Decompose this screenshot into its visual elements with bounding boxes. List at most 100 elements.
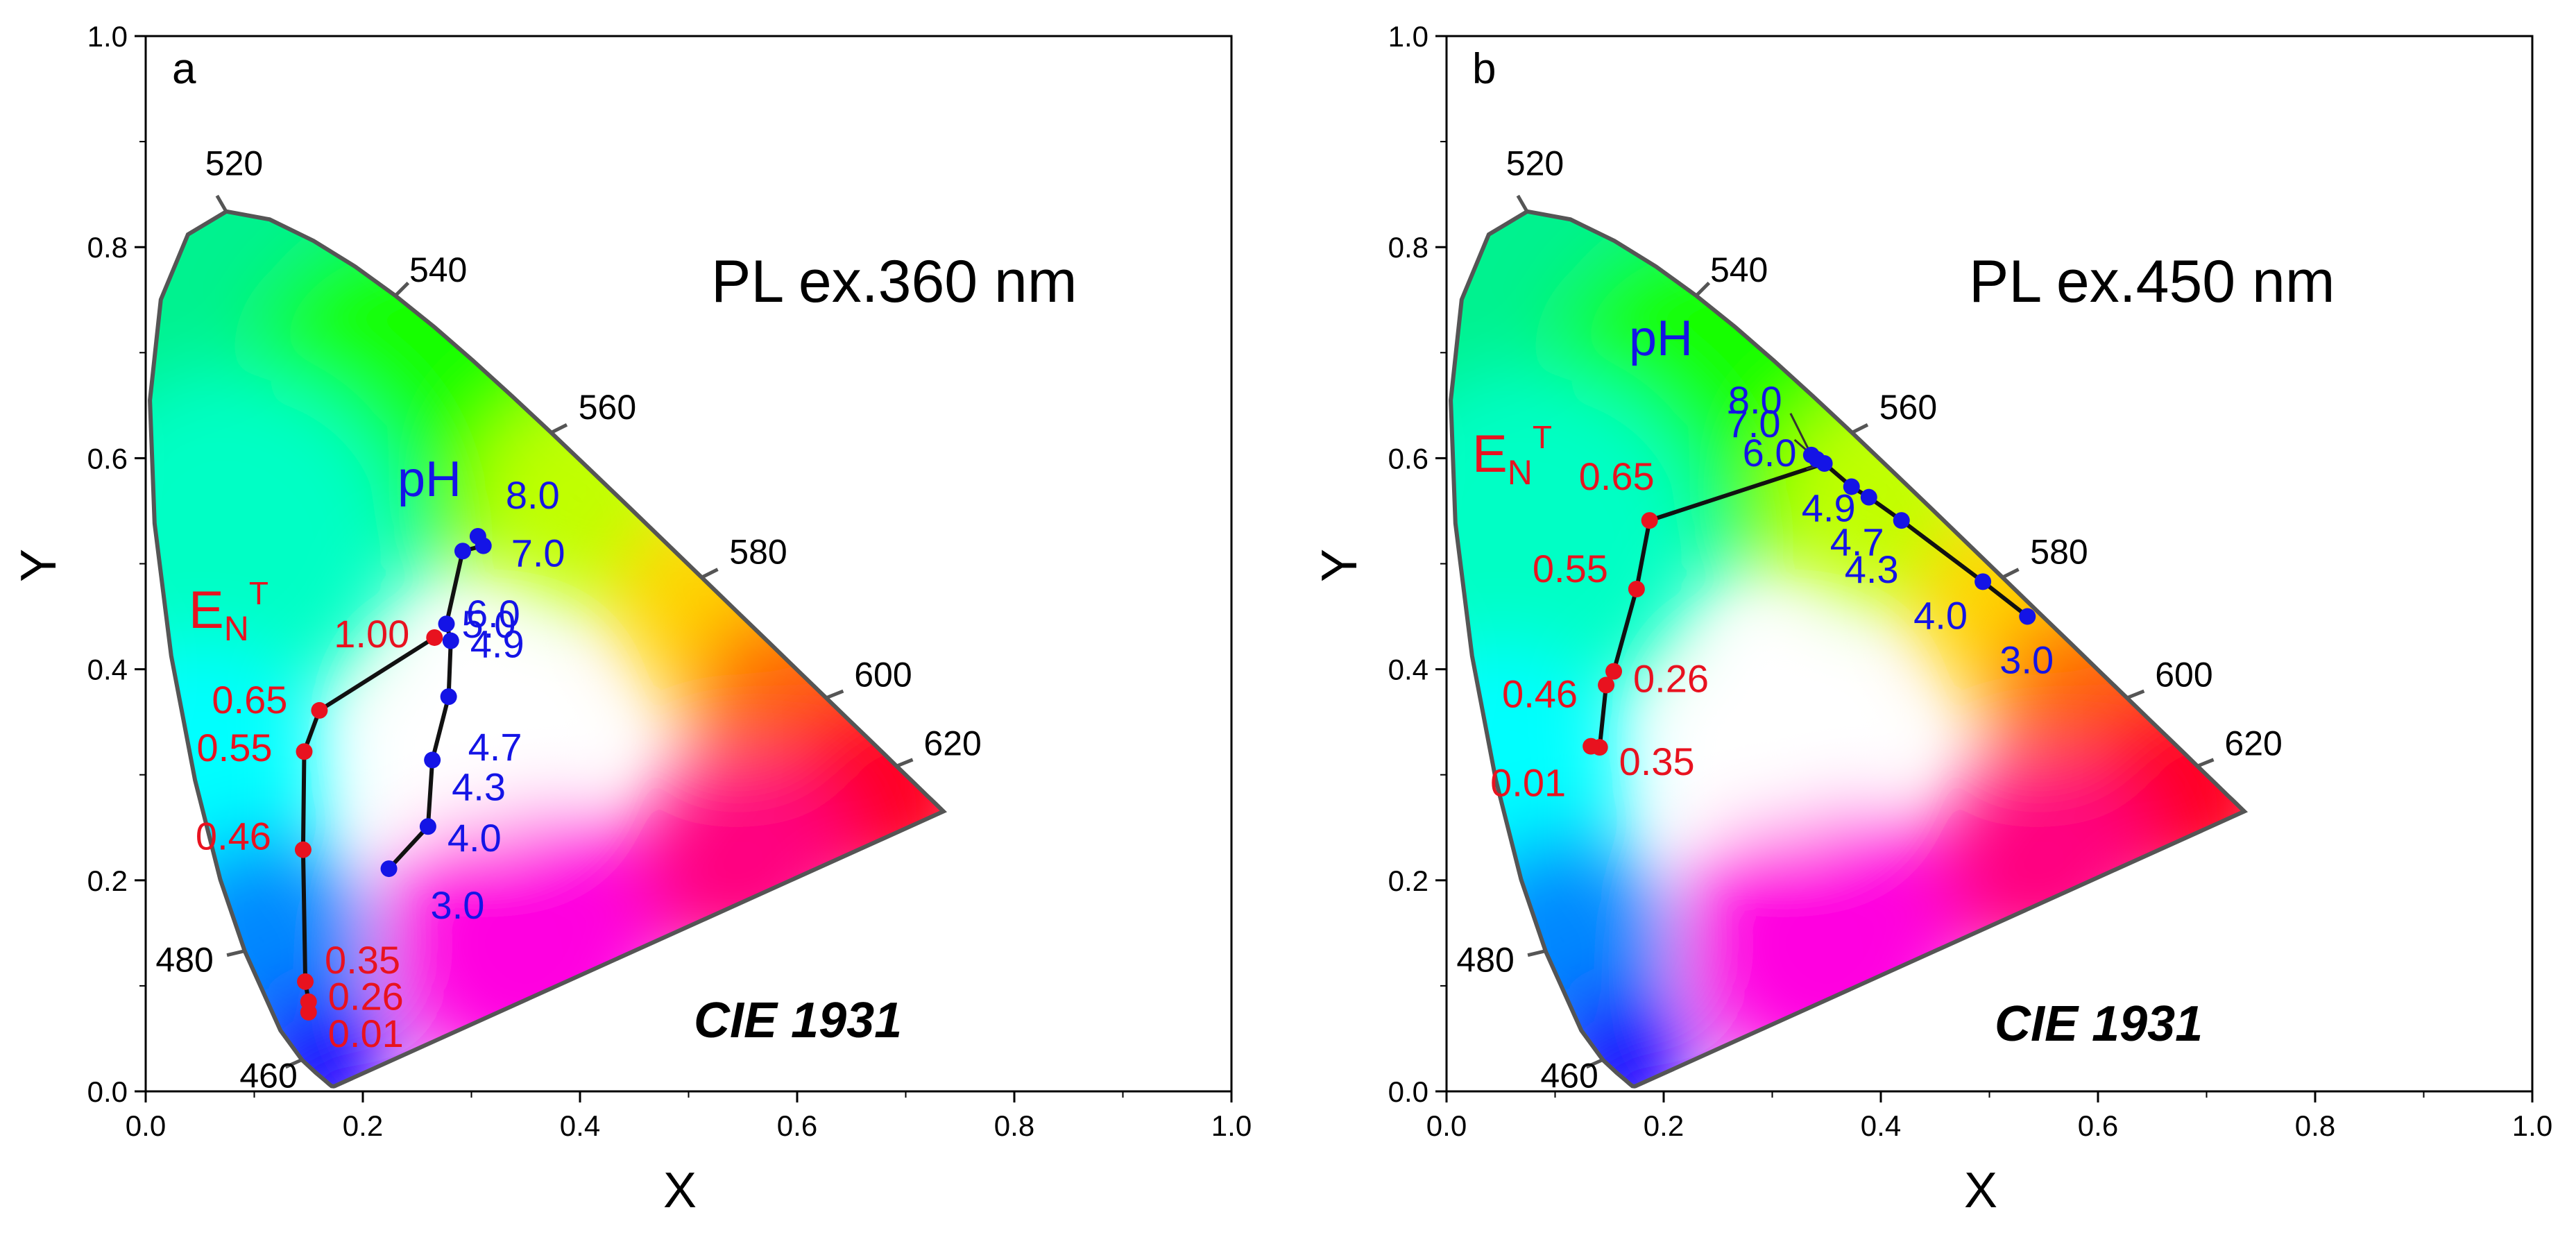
ph-point-label: 7.0 [511,531,565,575]
wavelength-label: 600 [854,656,912,695]
y-tick-label: 0.6 [87,442,128,475]
wavelength-label: 580 [2030,532,2088,571]
ent-point-label: 0.01 [1490,761,1566,805]
panel-a: 0.0 0.2 0.4 0.6 0.8 1.0 0.0 0.2 0.4 0.6 0.8 1.0 460… [11,20,1252,1218]
wavelength-tick [2196,758,2215,768]
ent-point-label: 0.26 [328,975,404,1019]
ph-point [442,632,459,649]
panel-label: a [172,45,196,93]
y-tick-label: 1.0 [87,20,128,53]
wavelength-tick [1516,194,1528,212]
wavelength-tick [826,689,844,699]
wavelength-label: 620 [923,724,981,763]
y-tick-label: 0.8 [1388,231,1428,264]
x-tick-label: 1.0 [2512,1109,2552,1142]
ph-point-label: 4.0 [1913,593,1968,637]
wavelength-label: 480 [155,941,213,980]
data-series: 1.00 0.650.55 0.46 0.350.260.01 8.0 7.0 6.05.0… [196,473,565,1055]
wavelength-tick [549,423,568,435]
wavelength-tick [284,1058,303,1069]
ent-point [300,1003,317,1021]
ph-point [1860,488,1877,506]
ph-point-label: 4.3 [452,765,506,808]
ent-point-label: 0.35 [1619,740,1695,783]
ph-point [475,537,492,554]
x-tick-label: 0.4 [1861,1109,1901,1142]
x-tick-label: 0.4 [560,1109,600,1142]
ph-point-label: 8.0 [506,473,560,517]
ent-point [311,701,328,719]
wavelength-tick [215,194,228,212]
wavelength-label: 560 [1879,388,1937,427]
ph-point-label: 3.0 [1999,638,2054,682]
ph-point-label: 4.9 [470,622,524,666]
wavelength-label: 520 [205,144,263,182]
ent-point-label: 0.65 [1579,454,1655,498]
y-tick-label: 0.6 [1388,442,1428,475]
ph-series-label: pH [1629,311,1693,366]
wavelength-label: 540 [1710,250,1768,289]
y-tick-label: 0.0 [87,1075,128,1108]
ph-point [380,860,398,878]
spectral-locus-outline [148,209,948,1089]
ph-point-label: 4.7 [468,725,522,769]
series-connector [1648,461,1825,522]
cie-watermark: CIE 1931 [694,993,902,1048]
ent-point [1583,738,1600,755]
x-axis-label: X [1964,1163,1997,1218]
chart-title: PL ex.360 nm [711,248,1077,315]
x-tick-label: 0.2 [1644,1109,1684,1142]
ent-point-label: 0.55 [196,726,272,769]
ent-point-label: 0.26 [1633,657,1709,701]
x-tick-label: 0.2 [343,1109,383,1142]
wavelength-label: 580 [729,532,787,571]
ent-point [1628,581,1645,598]
x-tick-label: 0.0 [1426,1109,1467,1142]
wavelength-label: 540 [409,250,467,289]
ph-point [440,688,457,706]
panel-label: b [1472,45,1496,93]
ph-point-label: 3.0 [431,883,485,927]
ent-point-label: 0.55 [1533,547,1608,590]
y-tick-label: 1.0 [1388,20,1428,53]
ph-point-label: 4.7 [1830,520,1884,564]
ph-point-label: 4.9 [1802,486,1856,529]
ent-point [1641,512,1658,529]
wavelength-label: 460 [1540,1056,1598,1095]
ent-point [1598,676,1615,694]
ph-point-label: 8.0 [1728,378,1782,422]
y-tick-label: 0.4 [87,654,128,686]
wavelength-tick [2126,689,2145,699]
wavelength-label: 520 [1506,144,1564,182]
wavelength-label: 480 [1456,941,1514,980]
ph-point [438,615,455,633]
ent-series-label: ENT [1472,419,1552,492]
y-tick-label: 0.0 [1388,1075,1428,1108]
ph-point [1893,512,1910,529]
ph-point [454,543,471,560]
ent-point [294,841,312,858]
wavelength-tick [226,949,245,957]
ph-point-label: 4.0 [447,816,502,860]
ph-point-label: 6.0 [466,592,520,636]
ent-point [297,973,314,990]
x-tick-label: 0.8 [994,1109,1034,1142]
ent-point [1605,663,1623,680]
x-tick-label: 1.0 [1211,1109,1252,1142]
ent-point [296,743,313,760]
x-tick-label: 0.8 [2295,1109,2335,1142]
wavelength-label: 560 [579,388,636,427]
x-tick-label: 0.6 [777,1109,817,1142]
ent-point-label: 0.46 [196,815,271,858]
ent-point-label: 1.00 [334,612,409,656]
ph-point-label: 4.3 [1845,547,1899,591]
wavelength-labels: 460 480 520 540 560 580 600 620 [1456,144,2282,1095]
wavelength-tick [394,282,410,297]
wavelength-label: 600 [2155,656,2212,695]
ph-point [419,818,436,835]
ph-point [2019,608,2036,625]
wavelength-tick [2002,568,2020,579]
ent-point-label: 0.46 [1502,672,1578,715]
ph-series-label: pH [398,452,461,507]
